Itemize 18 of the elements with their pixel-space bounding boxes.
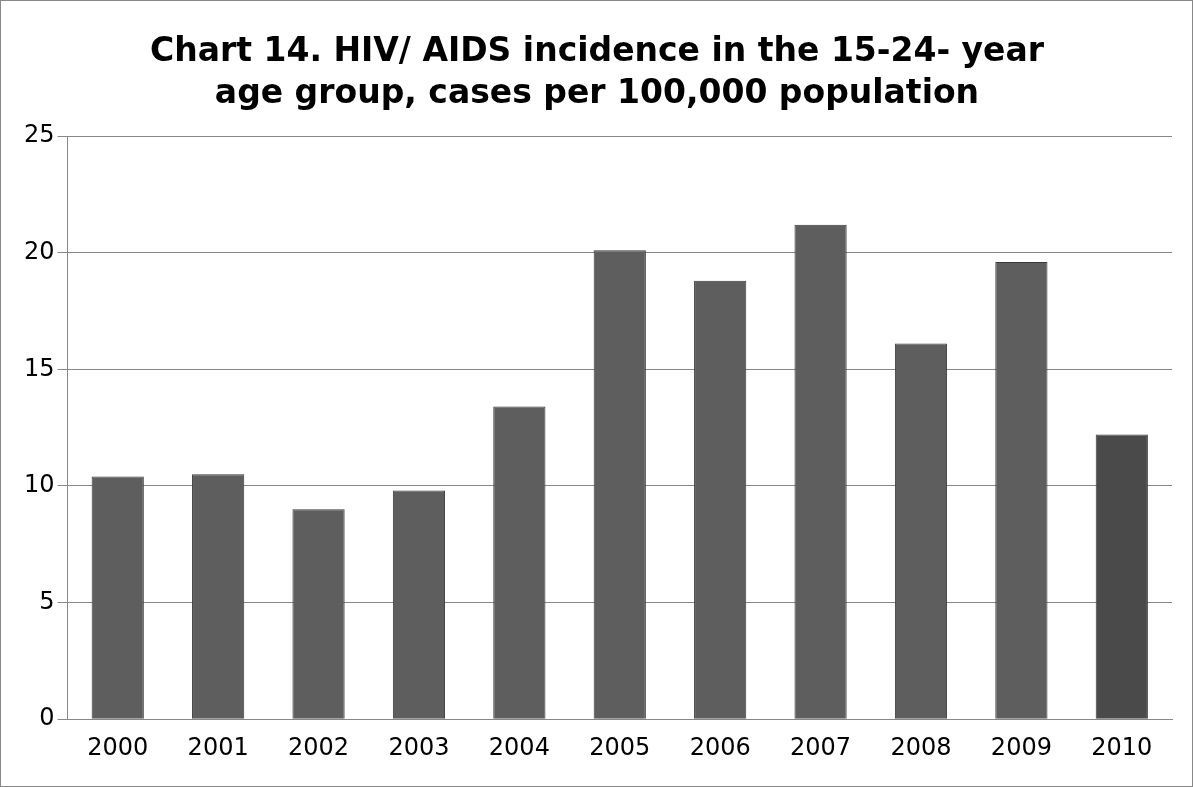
y-tick-label: 5 (39, 586, 55, 615)
x-tick-label: 2002 (288, 732, 350, 761)
x-tick-label: 2006 (689, 732, 751, 761)
y-tick-label: 0 (39, 703, 55, 732)
x-tick-label: 2001 (187, 732, 249, 761)
y-tick-label: 15 (23, 353, 55, 382)
y-tick-label: 10 (23, 470, 55, 499)
chart-title: Chart 14. HIV/ AIDS incidence in the 15-24- year age group, cases per 100,000 population (148, 29, 1046, 113)
x-tick-label: 2008 (890, 732, 952, 761)
x-tick-label: 2003 (388, 732, 450, 761)
x-tick-label: 2009 (990, 732, 1052, 761)
x-tick-label: 2004 (488, 732, 550, 761)
y-tick-label: 25 (23, 120, 55, 149)
x-tick-label: 2010 (1091, 732, 1153, 761)
x-tick-label: 2007 (790, 732, 852, 761)
x-tick-label: 2000 (87, 732, 149, 761)
x-tick-label: 2005 (589, 732, 651, 761)
y-tick-label: 20 (23, 236, 55, 265)
